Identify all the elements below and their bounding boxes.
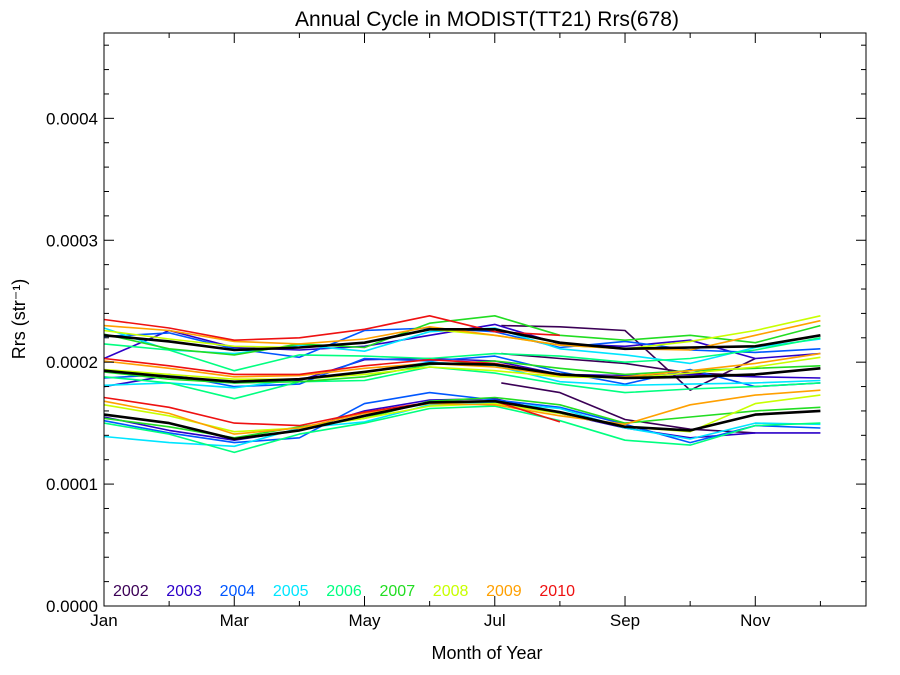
x-axis-label: Month of Year xyxy=(431,643,542,663)
x-tick-labels: Jan Mar May Jul Sep Nov xyxy=(90,611,771,630)
y-tick-label: 0.0003 xyxy=(46,231,98,250)
series-line-2006-1 xyxy=(103,337,821,372)
legend-label-2002: 2002 xyxy=(113,583,149,600)
y-tick-label: 0.0001 xyxy=(46,475,98,494)
x-tick-label: Sep xyxy=(610,611,640,630)
legend-label-2003: 2003 xyxy=(166,583,202,600)
series-line-2006-3 xyxy=(103,405,821,454)
y-tick-label: 0.0004 xyxy=(46,109,98,128)
series-line-2008-1 xyxy=(103,315,821,350)
y-tick-label: 0.0000 xyxy=(46,597,98,616)
series-line-mean-1 xyxy=(103,327,821,352)
series-line-2008-2 xyxy=(103,356,821,381)
series-line-2002-1 xyxy=(501,324,756,392)
legend-label-2006: 2006 xyxy=(326,583,362,600)
legend-label-2008: 2008 xyxy=(433,583,469,600)
series-line-2009-3 xyxy=(103,389,821,435)
x-tick-label: May xyxy=(348,611,381,630)
x-tick-label: Mar xyxy=(220,611,250,630)
legend-label-2005: 2005 xyxy=(273,583,309,600)
y-tick-labels: 0.0000 0.0001 0.0002 0.0003 0.0004 xyxy=(46,109,98,616)
legend-label-2009: 2009 xyxy=(486,583,522,600)
series-line-mean-3 xyxy=(103,399,821,441)
series-line-2004-3 xyxy=(103,391,821,444)
legend: 2002 2003 2004 2005 2006 2007 2008 2009 2010 xyxy=(113,583,575,600)
chart-title: Annual Cycle in MODIST(TT21) Rrs(678) xyxy=(295,8,679,31)
legend-label-2010: 2010 xyxy=(539,583,575,600)
series-line-2010-2 xyxy=(103,357,561,376)
series-line-2006-2 xyxy=(103,366,821,400)
x-tick-label: Jan xyxy=(90,611,117,630)
plot-frame xyxy=(103,32,867,607)
y-axis-label: Rrs (str⁻¹) xyxy=(9,279,29,359)
legend-label-2007: 2007 xyxy=(380,583,416,600)
axis-ticks xyxy=(103,33,866,607)
series-line-2002-3 xyxy=(501,382,756,434)
series-line-2007-1 xyxy=(103,314,821,356)
x-tick-label: Nov xyxy=(740,611,771,630)
legend-label-2004: 2004 xyxy=(220,583,256,600)
y-tick-label: 0.0002 xyxy=(46,353,98,372)
series-line-2002-2 xyxy=(501,352,756,377)
series-line-mean-2 xyxy=(103,362,821,384)
series-lines xyxy=(103,314,821,454)
x-tick-label: Jul xyxy=(484,611,506,630)
